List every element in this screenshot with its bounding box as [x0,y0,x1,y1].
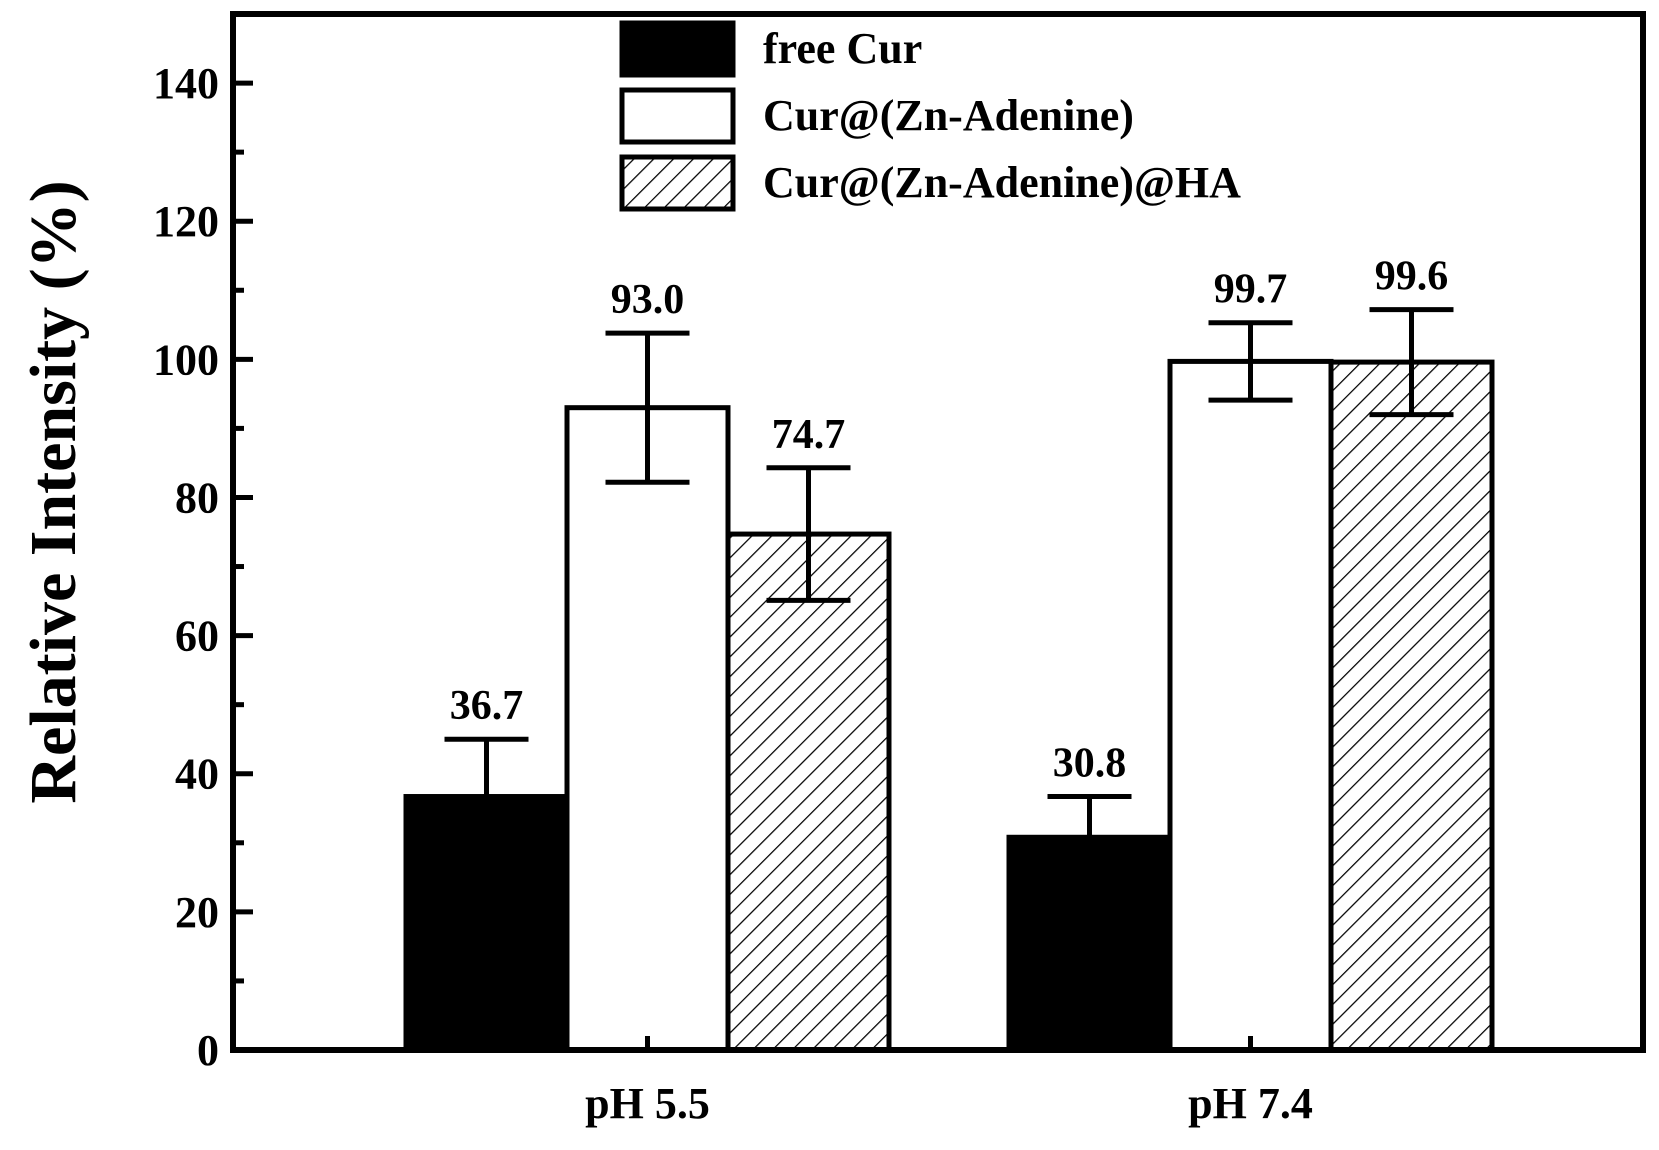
legend: free Cur Cur@(Zn-Adenine) Cur@(Zn-Adenine)… [619,20,1241,212]
error-bar [766,465,851,603]
data-label: 93.0 [611,277,685,323]
legend-label: free Cur [763,24,922,73]
x-tick-label: pH 7.4 [1188,1079,1313,1128]
y-tick-label: 100 [153,335,219,384]
data-label: 99.6 [1375,254,1449,300]
legend-label: Cur@(Zn-Adenine)@HA [763,158,1241,207]
y-tick-label: 60 [175,612,219,661]
legend-item: free Cur [619,20,922,78]
data-label: 36.7 [450,683,524,729]
bar-cur-zn-adenine-ha-0 [725,531,892,1053]
y-tick-label: 140 [153,59,219,108]
legend-swatch [619,154,736,212]
legend-item: Cur@(Zn-Adenine)@HA [619,154,1241,212]
bar-cur-zn-adenine-ha-1 [1328,359,1495,1053]
error-bar [1208,320,1293,403]
y-tick-label: 0 [197,1026,219,1075]
error-bar [605,330,690,485]
error-bar [1369,307,1454,418]
axes-layer: 0 20 40 60 80 100 120 140 [153,11,1646,1075]
legend-label: Cur@(Zn-Adenine) [763,91,1134,140]
bar-cur-zn-adenine--1 [1167,358,1334,1053]
legend-swatch [619,20,736,78]
bar-free-cur-1 [1006,834,1173,1053]
error-bar [1047,794,1132,838]
data-label: 74.7 [772,412,846,458]
legend-item: Cur@(Zn-Adenine) [619,87,1134,145]
legend-swatch [619,87,736,145]
y-axis-label: Relative Intensity (%) [17,180,90,803]
plot-frame [230,11,1646,1053]
y-tick-label: 40 [175,750,219,799]
y-tick-label: 20 [175,888,219,937]
y-tick-label: 80 [175,473,219,522]
data-label: 99.7 [1214,267,1288,313]
bars-layer [403,307,1495,1053]
x-tick-label: pH 5.5 [585,1079,710,1128]
data-label: 30.8 [1053,741,1127,787]
bar-free-cur-0 [403,794,570,1053]
y-tick-label: 120 [153,197,219,246]
labels-layer: 36.7 93.0 74.7 pH 5.5 30.8 99.7 99.6 pH 7.4 [450,254,1449,1128]
bar-cur-zn-adenine--0 [564,405,731,1053]
error-bar [444,736,529,797]
